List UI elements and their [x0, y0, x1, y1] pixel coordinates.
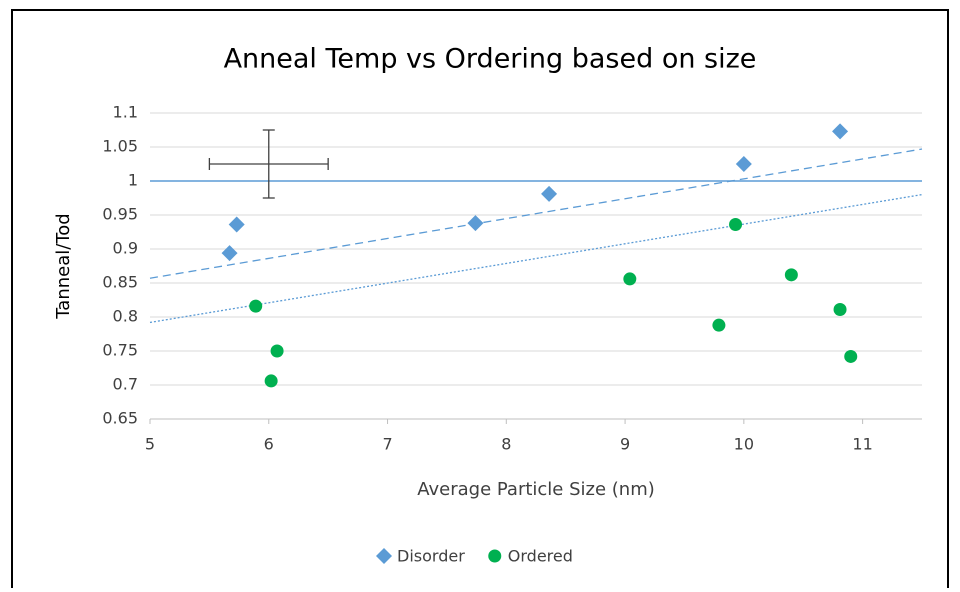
y-tick-label: 1 — [128, 171, 138, 190]
legend-label: Ordered — [508, 547, 573, 566]
x-tick-label: 9 — [620, 435, 630, 454]
point — [735, 156, 752, 172]
point — [228, 216, 245, 233]
x-tick-label: 11 — [852, 435, 872, 454]
y-tick-label: 0.95 — [102, 205, 138, 224]
x-axis-title: Average Particle Size (nm) — [417, 479, 655, 500]
trendline — [149, 148, 923, 279]
x-tick-label: 8 — [501, 435, 511, 454]
point — [623, 272, 637, 286]
point — [729, 218, 743, 232]
point — [541, 185, 558, 202]
y-tick-label: 0.85 — [102, 273, 138, 292]
y-tick-label: 0.75 — [102, 341, 138, 360]
trendline — [149, 193, 923, 324]
y-axis-title: Tanneal/Tod — [53, 213, 74, 319]
point — [712, 318, 726, 332]
point — [264, 374, 278, 388]
y-tick-label: 0.9 — [113, 239, 138, 258]
point — [784, 268, 798, 282]
chart-title: Anneal Temp vs Ordering based on size — [224, 44, 757, 75]
point — [833, 303, 847, 317]
point — [270, 344, 284, 358]
chart-border — [11, 9, 949, 592]
x-tick-label: 6 — [264, 435, 274, 454]
x-tick-label: 5 — [145, 435, 155, 454]
point — [467, 215, 484, 232]
y-tick-label: 1.05 — [102, 137, 138, 156]
legend-marker — [488, 549, 502, 563]
point — [844, 349, 858, 363]
point — [832, 123, 849, 140]
y-tick-label: 0.8 — [113, 307, 138, 326]
y-tick-label: 0.7 — [113, 375, 138, 394]
legend-label: Disorder — [397, 547, 465, 566]
x-tick-label: 7 — [382, 435, 392, 454]
y-tick-label: 1.1 — [113, 103, 138, 122]
point — [249, 299, 263, 313]
x-tick-label: 10 — [734, 435, 754, 454]
y-tick-label: 0.65 — [102, 409, 138, 428]
point — [221, 245, 238, 262]
legend-marker — [376, 548, 392, 564]
